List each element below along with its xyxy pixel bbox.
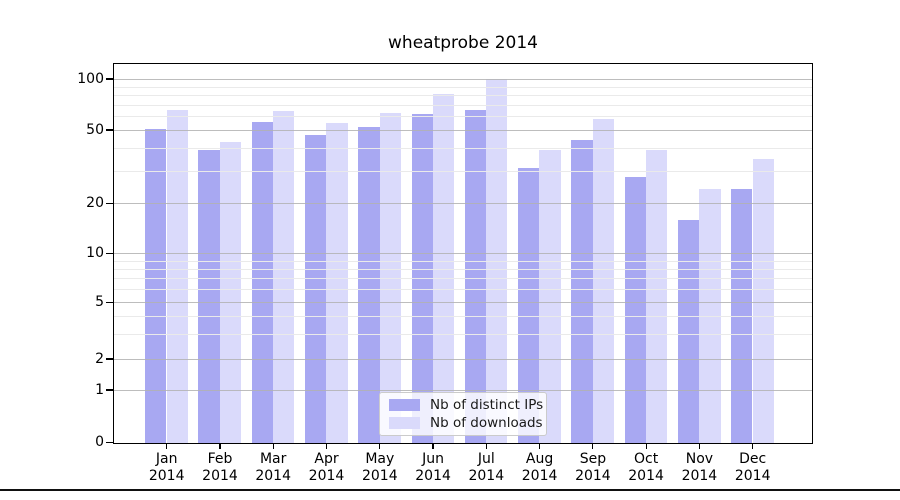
y-tick-mark — [106, 358, 113, 360]
bars-layer — [114, 64, 812, 443]
bar-downloads-dec — [752, 158, 774, 443]
legend-swatch-downloads — [389, 417, 420, 429]
bar-downloads-sep — [592, 119, 615, 443]
y-tick-mark — [106, 389, 113, 391]
legend-label-distinct-ips: Nb of distinct IPs — [430, 397, 544, 413]
x-tick-mark — [698, 444, 700, 449]
bar-distinct-ips-apr — [304, 135, 327, 443]
x-tick-label: Jul 2014 — [468, 451, 505, 484]
bar-distinct-ips-jan — [145, 128, 167, 443]
bar-distinct-ips-oct — [624, 176, 646, 443]
x-tick-label: Feb 2014 — [202, 451, 238, 484]
y-tick-label: 1 — [95, 381, 104, 398]
x-tick-mark — [752, 444, 754, 449]
x-tick-label: Nov 2014 — [681, 451, 718, 484]
bar-distinct-ips-aug — [518, 168, 540, 443]
y-tick-label: 50 — [86, 121, 104, 138]
bar-distinct-ips-may — [358, 127, 380, 443]
bar-downloads-mar — [273, 110, 295, 443]
x-tick-label: Apr 2014 — [308, 451, 345, 484]
x-tick-mark — [325, 444, 328, 449]
y-tick-mark — [106, 301, 113, 303]
bar-downloads-feb — [219, 142, 242, 443]
plot-area — [113, 62, 813, 444]
legend-label-downloads: Nb of downloads — [430, 415, 543, 431]
x-tick-mark — [166, 444, 168, 449]
bar-distinct-ips-dec — [731, 188, 753, 443]
bar-downloads-nov — [699, 188, 721, 443]
x-tick-label: Jun 2014 — [415, 451, 451, 484]
x-tick-label: May 2014 — [361, 451, 398, 484]
x-tick-label: Oct 2014 — [628, 451, 664, 484]
y-tick-mark — [106, 78, 113, 80]
y-tick-label: 2 — [95, 350, 104, 367]
y-tick-label: 0 — [95, 434, 104, 451]
y-tick-mark — [106, 442, 113, 444]
bar-downloads-jun — [432, 93, 455, 443]
x-tick-label: Dec 2014 — [734, 451, 771, 484]
legend-swatch-distinct-ips — [389, 399, 420, 411]
y-tick-mark — [106, 202, 113, 204]
bar-downloads-apr — [326, 123, 348, 443]
legend-item-distinct-ips: Nb of distinct IPs — [389, 397, 543, 413]
bar-distinct-ips-sep — [571, 140, 593, 443]
y-tick-mark — [106, 129, 113, 131]
bar-downloads-aug — [539, 150, 561, 443]
y-tick-label: 10 — [86, 244, 104, 261]
y-tick-label: 20 — [86, 194, 104, 211]
chart-title: wheatprobe 2014 — [388, 33, 538, 53]
x-tick-mark — [645, 444, 647, 449]
x-tick-label: Aug 2014 — [521, 451, 558, 484]
y-tick-mark — [106, 252, 113, 254]
x-tick-mark — [272, 444, 274, 449]
x-tick-label: Sep 2014 — [575, 451, 611, 484]
legend-item-downloads: Nb of downloads — [389, 415, 543, 431]
x-tick-mark — [379, 444, 381, 449]
x-tick-label: Jan 2014 — [148, 451, 185, 484]
bar-downloads-jan — [166, 109, 188, 443]
legend: Nb of distinct IPs Nb of downloads — [379, 392, 547, 436]
figure-bottom-border — [0, 489, 900, 491]
y-tick-label: 100 — [77, 70, 104, 87]
x-tick-mark — [485, 444, 487, 449]
bar-downloads-may — [379, 113, 401, 443]
bar-downloads-oct — [645, 150, 668, 443]
x-tick-mark — [432, 444, 434, 449]
x-tick-label: Mar 2014 — [255, 451, 291, 484]
bar-downloads-jul — [486, 79, 508, 443]
bar-distinct-ips-feb — [198, 150, 220, 443]
x-tick-mark — [219, 444, 221, 449]
x-tick-mark — [592, 444, 594, 449]
bar-distinct-ips-mar — [251, 121, 273, 443]
x-tick-mark — [539, 444, 541, 449]
y-tick-label: 5 — [95, 293, 104, 310]
bar-distinct-ips-nov — [677, 219, 700, 443]
